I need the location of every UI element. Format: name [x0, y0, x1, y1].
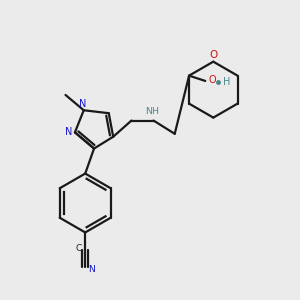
Text: N: N	[79, 99, 86, 109]
Text: O: O	[209, 75, 216, 85]
Text: H: H	[223, 77, 230, 87]
Text: O: O	[209, 50, 218, 60]
Text: N: N	[65, 127, 72, 137]
Text: N: N	[88, 265, 95, 274]
Text: C: C	[76, 244, 82, 253]
Text: NH: NH	[145, 106, 159, 116]
